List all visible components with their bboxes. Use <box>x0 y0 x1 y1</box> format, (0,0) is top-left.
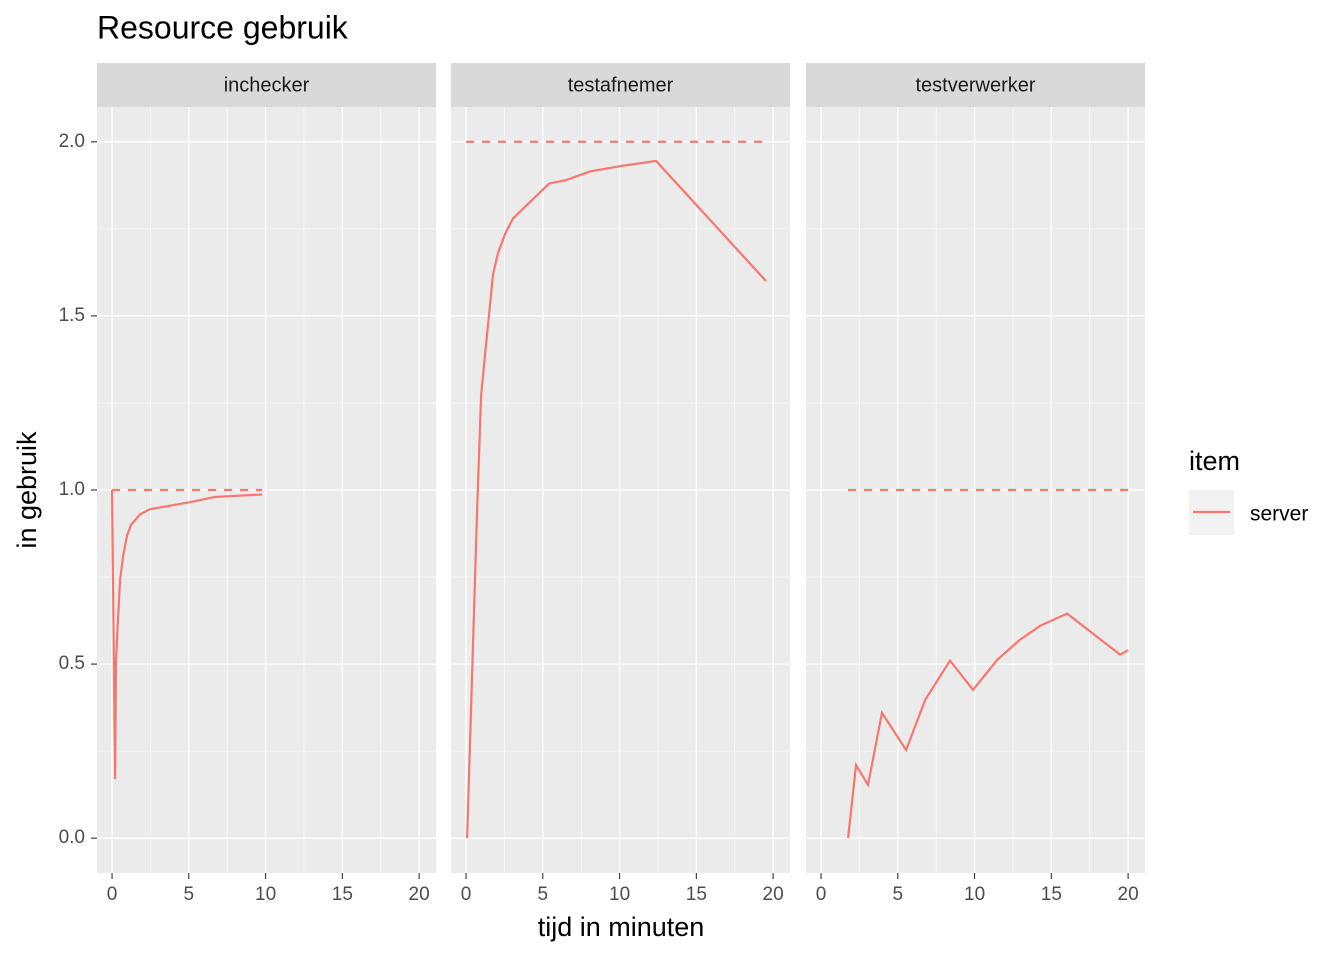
x-tick-label: 10 <box>609 884 630 905</box>
strip-label: testafnemer <box>568 74 674 96</box>
strip <box>97 63 436 107</box>
x-tick-label: 5 <box>538 884 549 905</box>
x-tick-label: 20 <box>763 884 784 905</box>
x-tick-label: 15 <box>1041 884 1062 905</box>
y-tick-label: 1.5 <box>59 305 85 326</box>
strip-label: inchecker <box>224 74 310 96</box>
strip <box>451 63 790 107</box>
x-tick-label: 0 <box>461 884 472 905</box>
x-tick-label: 5 <box>184 884 195 905</box>
x-tick-label: 0 <box>107 884 118 905</box>
x-tick-label: 15 <box>686 884 707 905</box>
strip-label: testverwerker <box>915 74 1035 96</box>
y-tick-label: 1.0 <box>59 479 85 500</box>
x-tick-label: 15 <box>332 884 353 905</box>
x-tick-label: 5 <box>893 884 904 905</box>
x-axis-title: tijd in minuten <box>538 912 705 942</box>
y-axis-title: in gebruik <box>12 431 42 549</box>
x-tick-label: 10 <box>964 884 985 905</box>
x-tick-label: 0 <box>816 884 827 905</box>
series-line <box>466 159 767 839</box>
series-line <box>846 612 1129 839</box>
series-line <box>110 489 263 780</box>
y-tick-label: 2.0 <box>59 131 85 152</box>
x-tick-label: 10 <box>255 884 276 905</box>
x-tick-label: 20 <box>1118 884 1139 905</box>
legend-label: server <box>1250 503 1308 526</box>
chart-title: Resource gebruik <box>97 9 349 45</box>
x-tick-label: 20 <box>409 884 430 905</box>
strip <box>806 63 1145 107</box>
y-tick-label: 0.0 <box>59 827 85 848</box>
legend-title: item <box>1189 446 1240 476</box>
y-tick-label: 0.5 <box>59 653 85 674</box>
